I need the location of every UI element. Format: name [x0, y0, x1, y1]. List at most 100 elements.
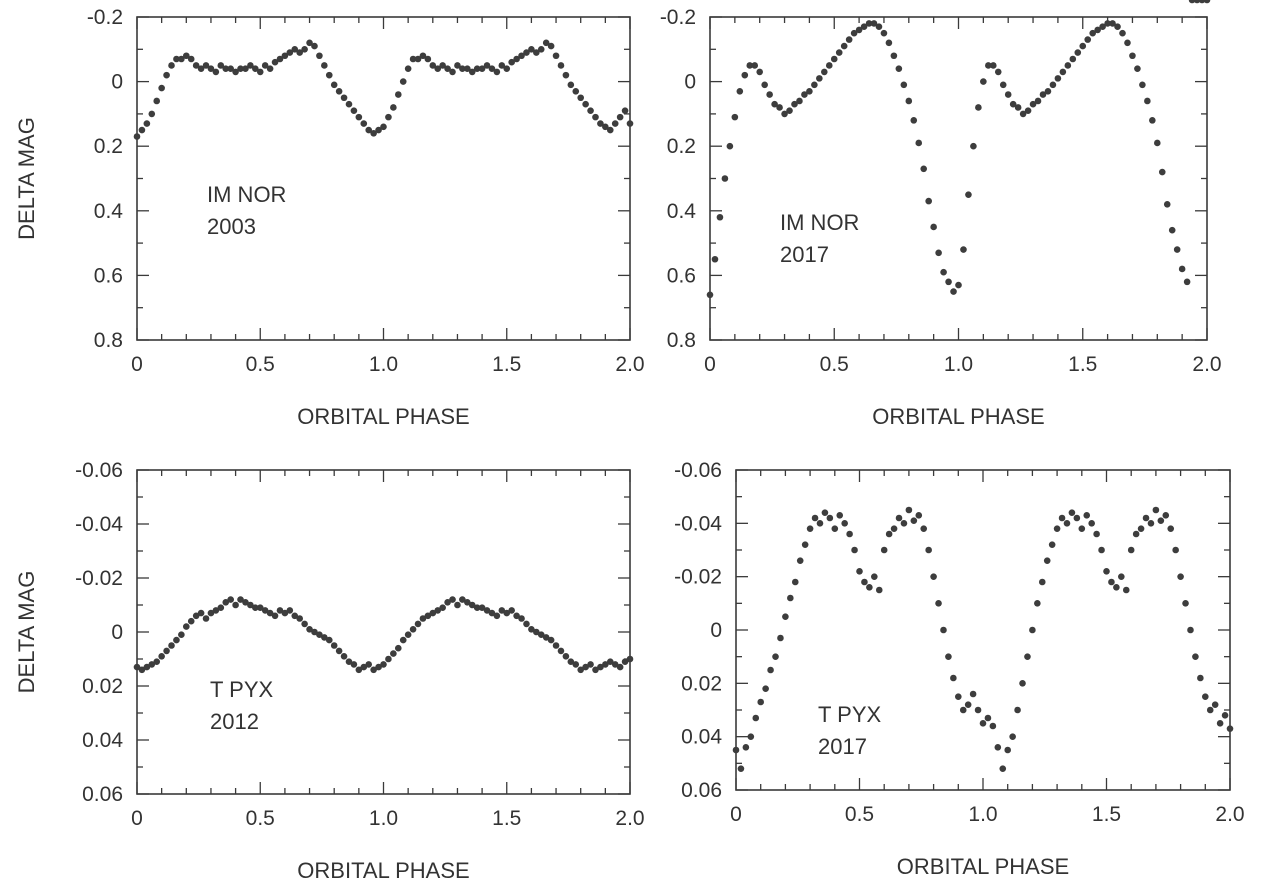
- y-tick-label: 0.4: [94, 200, 124, 223]
- data-point: [1178, 265, 1186, 273]
- data-point: [518, 52, 525, 60]
- data-point: [821, 68, 828, 76]
- data-point: [1019, 110, 1027, 118]
- panel-object-label: T PYX: [210, 677, 274, 702]
- data-point: [1034, 600, 1041, 607]
- data-point: [1064, 62, 1072, 69]
- data-point: [1168, 226, 1176, 234]
- data-point: [816, 75, 823, 82]
- data-point: [811, 514, 819, 522]
- y-tick-label: 0: [710, 619, 722, 642]
- data-point: [454, 62, 461, 69]
- data-point: [394, 644, 402, 652]
- data-point: [375, 126, 382, 134]
- data-point: [483, 62, 491, 69]
- data-point: [444, 599, 451, 606]
- data-point: [1139, 81, 1146, 89]
- data-point: [767, 666, 774, 674]
- x-axis-label: ORBITAL PHASE: [297, 858, 469, 880]
- data-point: [752, 714, 760, 722]
- data-point: [183, 52, 190, 60]
- data-point: [1103, 568, 1110, 575]
- x-tick-label: 2.0: [1192, 353, 1221, 376]
- data-point: [945, 653, 952, 660]
- data-point: [716, 213, 724, 221]
- x-tick-label: 1.0: [944, 353, 973, 376]
- data-points: [732, 506, 1234, 772]
- data-point: [316, 52, 323, 60]
- y-tick-label: -0.2: [660, 6, 696, 29]
- data-point: [621, 107, 629, 114]
- data-point: [439, 604, 446, 611]
- panel-4: 0 0.5 1.0 1.5 2.0 -0.06 -0.04 -0.02 0 0.02 0.04 0.0…: [674, 459, 1244, 879]
- data-point: [920, 165, 928, 173]
- data-point: [1142, 514, 1150, 522]
- data-point: [741, 71, 749, 79]
- data-point: [606, 658, 614, 665]
- data-point: [1137, 525, 1145, 532]
- data-point: [1009, 100, 1017, 108]
- data-points: [706, 0, 1211, 299]
- data-point: [567, 81, 575, 89]
- data-point: [796, 557, 804, 564]
- data-point: [870, 20, 878, 27]
- data-point: [202, 615, 210, 622]
- data-point: [1024, 107, 1032, 114]
- data-point: [989, 62, 997, 69]
- data-point: [409, 55, 417, 63]
- data-point: [562, 653, 570, 660]
- data-point: [1059, 68, 1067, 76]
- data-point: [602, 661, 609, 668]
- data-point: [846, 530, 853, 538]
- data-point: [261, 62, 269, 69]
- x-tick-label: 1.0: [369, 807, 398, 830]
- data-point: [552, 642, 560, 649]
- x-tick-label: 0: [704, 353, 716, 376]
- data-point: [910, 517, 918, 524]
- data-point: [523, 620, 530, 628]
- data-point: [355, 666, 363, 674]
- data-point: [597, 663, 604, 671]
- y-tick-label: 0.8: [667, 329, 696, 352]
- data-point: [513, 55, 520, 63]
- data-point: [424, 612, 432, 620]
- y-tick-label: 0.02: [82, 675, 123, 698]
- data-point: [825, 62, 833, 69]
- x-tick-label: 1.0: [968, 803, 997, 826]
- data-point: [340, 653, 348, 660]
- data-point: [1206, 706, 1214, 714]
- data-point: [950, 674, 957, 682]
- data-point: [222, 599, 230, 606]
- data-point: [1069, 55, 1077, 63]
- data-point: [721, 175, 729, 182]
- data-point: [880, 29, 888, 37]
- x-tick-label: 1.5: [492, 353, 521, 376]
- x-tick-label: 0: [131, 807, 143, 830]
- data-point: [508, 607, 515, 614]
- data-point: [781, 110, 788, 118]
- panel-year-label: 2017: [780, 242, 829, 267]
- data-point: [791, 100, 798, 108]
- data-point: [148, 110, 156, 118]
- data-point: [786, 107, 793, 114]
- data-point: [930, 573, 937, 580]
- data-point: [1197, 674, 1204, 682]
- data-point: [626, 120, 634, 127]
- data-point: [222, 65, 230, 72]
- panel-object-label: T PYX: [818, 702, 882, 727]
- data-point: [464, 599, 471, 606]
- data-point: [187, 55, 195, 63]
- data-point: [900, 81, 908, 89]
- data-point: [762, 685, 769, 692]
- data-point: [1114, 23, 1121, 30]
- data-point: [969, 690, 977, 698]
- data-point: [528, 46, 535, 53]
- data-point: [468, 68, 476, 76]
- y-tick-label: -0.04: [75, 513, 123, 536]
- data-point: [1122, 586, 1130, 594]
- data-point: [880, 546, 888, 554]
- data-point: [1211, 701, 1219, 708]
- data-point: [153, 658, 161, 665]
- data-point: [587, 107, 594, 114]
- y-tick-label: -0.02: [75, 567, 123, 590]
